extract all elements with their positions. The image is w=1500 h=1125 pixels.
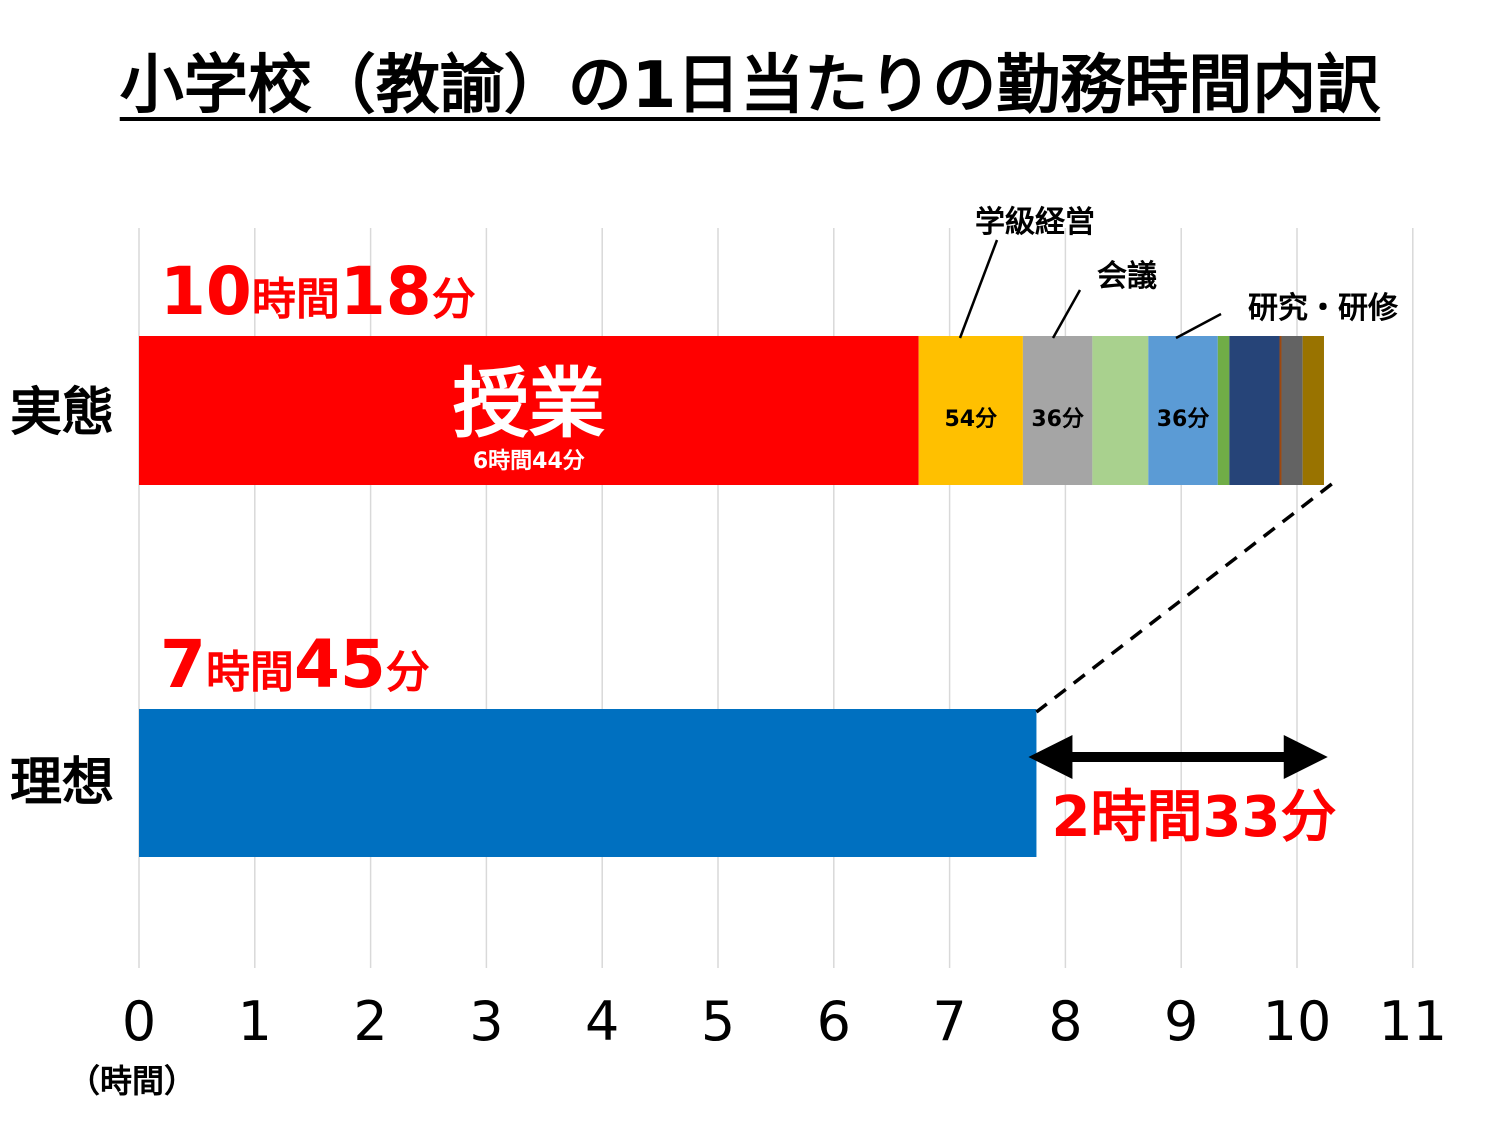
x-tick-label: 5 [701,990,735,1053]
bar-segment [1302,336,1324,485]
callout-label: 研究・研修 [1248,291,1399,326]
bar-segment [139,336,919,485]
x-tick-label: 8 [1048,990,1082,1053]
bar-segment [1279,336,1282,485]
segment-sub-label: 6時間44分 [473,449,585,474]
difference-label: 2時間33分 [1052,785,1337,850]
total-label-part: 18 [340,253,432,330]
x-tick-label: 11 [1378,990,1447,1053]
callout-line [1175,312,1222,340]
total-label: 7時間45分 [160,626,430,703]
difference-connector [1035,482,1333,714]
total-label-part: 7 [160,626,206,703]
bar-segment [1281,336,1303,485]
bar-segment [1022,336,1093,485]
category-label: 理想 [10,753,114,813]
x-tick-label: 3 [469,990,503,1053]
bar-segment [1229,336,1280,485]
x-axis-unit-label: （時間） [68,1062,196,1100]
chart-title: 小学校（教諭）の1日当たりの勤務時間内訳 [0,48,1500,125]
category-label: 実態 [10,383,114,443]
total-label-part: 分 [386,647,430,698]
x-tick-label: 2 [353,990,387,1053]
x-tick-label: 10 [1263,990,1332,1053]
callout-line [1051,289,1082,339]
difference-arrow-right-head [1283,735,1328,779]
x-tick-label: 7 [932,990,966,1053]
callout-label: 会議 [1097,259,1157,294]
total-label: 10時間18分 [160,253,476,330]
chart-title-text: 小学校（教諭）の1日当たりの勤務時間内訳 [119,49,1381,123]
bar-segment [918,336,1023,485]
x-tick-label: 4 [585,990,619,1053]
x-tick-label: 0 [122,990,156,1053]
total-label-part: 分 [432,274,476,325]
callout-line [958,239,999,339]
total-label-part: 時間 [206,647,294,698]
bar-segment [1092,336,1149,485]
bar-segment [1148,336,1218,485]
total-label-part: 45 [294,626,386,703]
callout-label: 学級経営 [975,205,1095,240]
bar-segment [1217,336,1230,485]
x-tick-label: 9 [1164,990,1198,1053]
segment-data-label: 36分 [1157,407,1210,432]
total-label-part: 10 [160,253,252,330]
x-tick-label: 1 [238,990,272,1053]
total-label-part: 時間 [252,274,340,325]
bar-segment [139,709,1037,857]
segment-data-label: 36分 [1031,407,1084,432]
difference-arrow-left-head [1028,735,1073,779]
segment-main-label: 授業 [453,359,605,448]
segment-data-label: 54分 [944,407,997,432]
x-tick-label: 6 [817,990,851,1053]
